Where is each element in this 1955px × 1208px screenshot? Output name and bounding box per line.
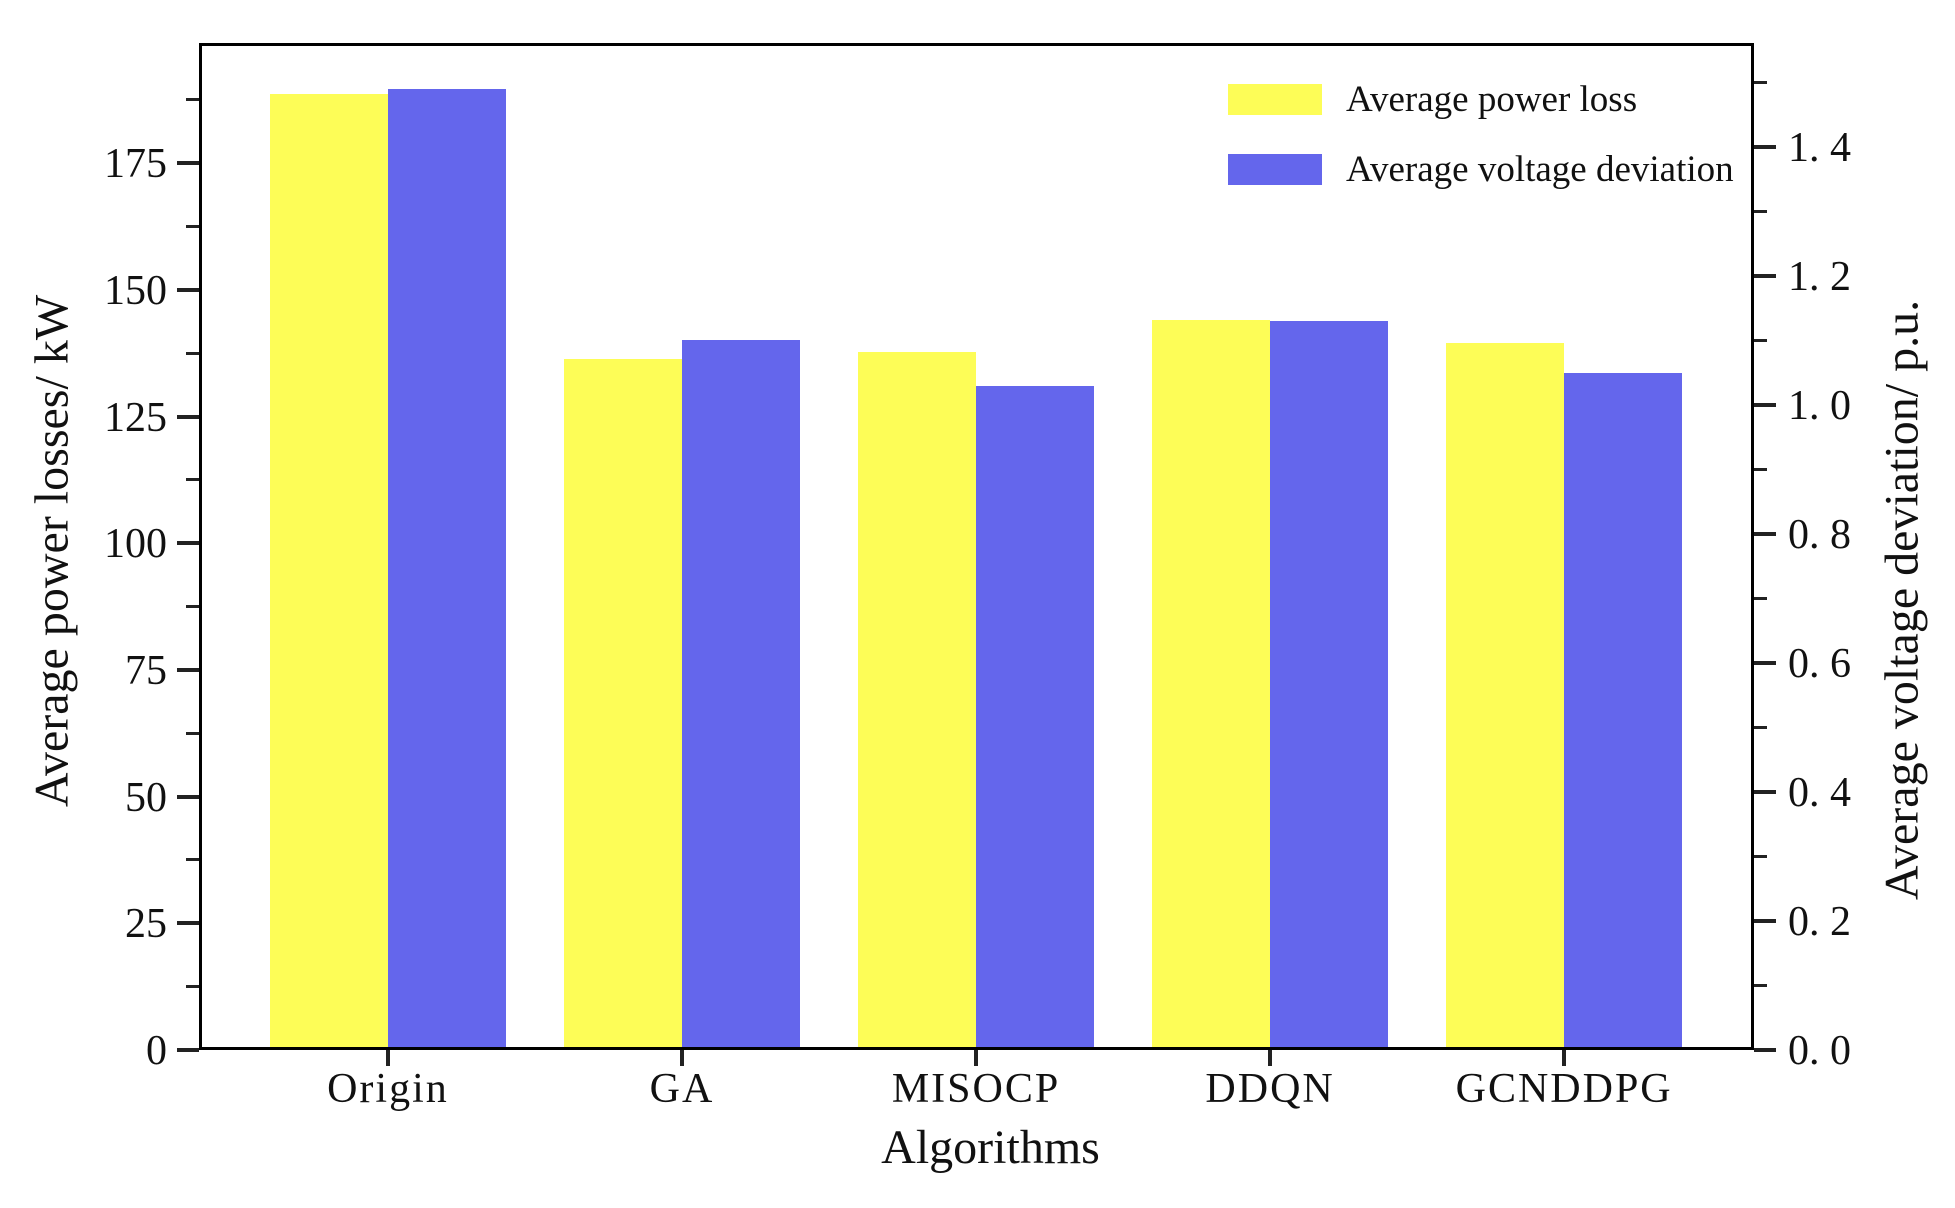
x-axis-tick [1562, 1050, 1567, 1066]
legend-item-voltage-deviation: Average voltage deviation [1228, 151, 1734, 188]
bar-voltage-deviation-origin [387, 88, 506, 1050]
left-axis-tick [177, 794, 199, 799]
x-axis-title: Algorithms [881, 1121, 1100, 1174]
legend-swatch-power-loss [1228, 84, 1322, 115]
left-axis-minor-tick [186, 478, 199, 482]
right-axis-tick-label: 0. 6 [1788, 640, 1851, 687]
legend-label-power-loss: Average power loss [1346, 79, 1638, 120]
left-axis-tick-label: 100 [104, 521, 167, 568]
left-axis-tick-label: 175 [104, 141, 167, 188]
left-axis-minor-tick [186, 605, 199, 609]
right-axis-tick-label: 1. 4 [1788, 124, 1851, 171]
right-axis-tick [1754, 402, 1776, 407]
left-axis-tick [177, 541, 199, 546]
left-axis-tick-label: 0 [146, 1028, 167, 1074]
x-axis-tick [679, 1050, 684, 1066]
right-axis-minor-tick [1754, 596, 1767, 600]
bar-voltage-deviation-ga [681, 340, 800, 1050]
bar-voltage-deviation-gcnddpg [1564, 372, 1683, 1050]
left-axis-tick [177, 287, 199, 292]
legend-item-power-loss: Average power loss [1228, 81, 1637, 118]
bar-voltage-deviation-misocp [976, 385, 1095, 1050]
bar-power-loss-misocp [858, 351, 977, 1050]
left-axis-minor-tick [186, 985, 199, 989]
x-axis-tick [1268, 1050, 1273, 1066]
left-axis-tick [177, 161, 199, 166]
right-axis-tick [1754, 273, 1776, 278]
right-axis-minor-tick [1754, 854, 1767, 858]
bar-power-loss-gcnddpg [1446, 343, 1565, 1050]
legend-swatch-voltage-deviation [1228, 154, 1322, 185]
right-axis-title: Average voltage deviation/ p.u. [1875, 299, 1929, 901]
x-axis-tick-label: GA [649, 1066, 715, 1112]
right-axis-minor-tick [1754, 338, 1767, 342]
left-axis-tick-label: 150 [104, 267, 167, 314]
right-axis-minor-tick [1754, 983, 1767, 987]
left-axis-tick-label: 50 [125, 774, 167, 821]
left-axis-tick [177, 667, 199, 672]
left-axis-minor-tick [186, 351, 199, 355]
right-axis-tick-label: 1. 2 [1788, 253, 1851, 300]
left-axis-tick-label: 75 [125, 647, 167, 694]
x-axis-tick [385, 1050, 390, 1066]
x-axis-tick-label: GCNDDPG [1455, 1066, 1673, 1112]
right-axis-tick-label: 0. 8 [1788, 511, 1851, 558]
left-axis-minor-tick [186, 731, 199, 735]
legend-label-voltage-deviation: Average voltage deviation [1346, 149, 1734, 190]
right-axis-tick [1754, 918, 1776, 923]
left-axis-tick-label: 25 [125, 901, 167, 948]
right-axis-tick-label: 1. 0 [1788, 382, 1851, 429]
right-axis-tick-label: 0. 4 [1788, 769, 1851, 816]
right-axis-tick-label: 0. 0 [1788, 1028, 1851, 1074]
x-axis-tick-label: MISOCP [891, 1066, 1061, 1112]
left-axis-tick [177, 921, 199, 926]
x-axis-tick-label: DDQN [1205, 1066, 1335, 1112]
right-axis-minor-tick [1754, 80, 1767, 84]
right-axis-tick [1754, 531, 1776, 536]
left-axis-tick [177, 414, 199, 419]
right-axis-tick-label: 0. 2 [1788, 898, 1851, 945]
right-axis-minor-tick [1754, 209, 1767, 213]
right-axis-tick [1754, 1048, 1776, 1052]
left-axis-tick-label: 125 [104, 394, 167, 441]
plot-area [199, 43, 1754, 1050]
x-axis-tick-label: Origin [327, 1066, 449, 1112]
right-axis-tick [1754, 144, 1776, 149]
x-axis-tick [974, 1050, 979, 1066]
right-axis-tick [1754, 789, 1776, 794]
right-axis-minor-tick [1754, 467, 1767, 471]
bar-voltage-deviation-ddqn [1270, 321, 1389, 1050]
bar-power-loss-origin [269, 94, 388, 1050]
bar-power-loss-ga [563, 358, 682, 1050]
right-axis-tick [1754, 660, 1776, 665]
left-axis-minor-tick [186, 224, 199, 228]
left-axis-tick [177, 1048, 199, 1052]
left-axis-minor-tick [186, 858, 199, 862]
left-axis-minor-tick [186, 98, 199, 102]
bar-power-loss-ddqn [1152, 320, 1271, 1050]
right-axis-minor-tick [1754, 725, 1767, 729]
